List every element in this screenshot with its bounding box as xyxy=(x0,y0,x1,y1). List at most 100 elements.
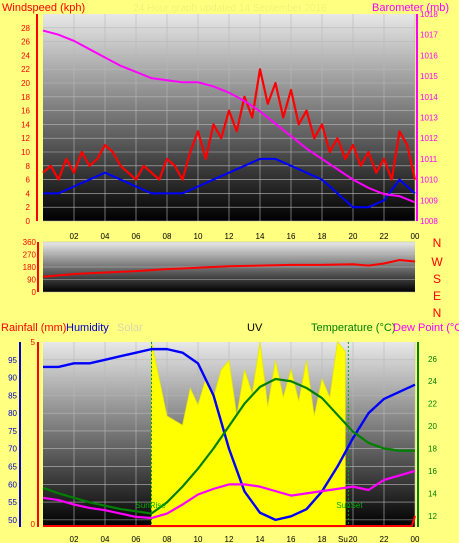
wind-x-tick-label: 02 xyxy=(70,232,79,241)
humidity-tick-label: 65 xyxy=(8,463,17,472)
wind-tick-label: 18 xyxy=(21,93,30,102)
windspeed-axis-title: Windspeed (kph) xyxy=(2,2,85,14)
solar-title: Solar xyxy=(117,322,143,334)
wind-x-tick-label: 10 xyxy=(194,232,203,241)
wind-x-tick-label: 06 xyxy=(132,232,141,241)
wind-x-tick-label: 00 xyxy=(411,232,420,241)
temperature-tick-label: 12 xyxy=(428,512,437,521)
temp-x-tick-label: 10 xyxy=(194,535,203,543)
humidity-tick-label: 50 xyxy=(8,516,17,525)
wind-tick-label: 6 xyxy=(26,176,31,185)
direction-gridlines xyxy=(43,241,415,293)
rainfall-axis-title: Rainfall (mm) xyxy=(1,322,66,334)
barometer-tick-label: 1009 xyxy=(420,196,438,205)
direction-tick-label: 180 xyxy=(23,263,37,272)
wind-tick-label: 0 xyxy=(26,217,31,226)
wind-tick-label: 14 xyxy=(21,120,30,129)
direction-tick-label: 270 xyxy=(23,251,37,260)
temperature-tick-label: 16 xyxy=(428,467,437,476)
temp-x-tick-label: 20 xyxy=(349,535,358,543)
humidity-tick-label: 55 xyxy=(8,498,17,507)
dewpoint-axis-title: Dew Point (°C) xyxy=(393,322,459,334)
wind-axes: 0246810121416182022242628100810091010101… xyxy=(21,10,438,241)
compass-label: W xyxy=(431,255,443,269)
dewpoint-series-line xyxy=(42,469,416,520)
compass-label: E xyxy=(433,289,441,303)
sunset-tick-overlap: Su xyxy=(338,535,348,543)
temp-x-tick-label: 00 xyxy=(411,535,420,543)
sunset-label: SunSet xyxy=(336,501,363,510)
temp-axes: 50 55 60 65 70 75 80 85 90 95 12 14 16 18 20 22 24 26 0 5 02… xyxy=(8,338,437,543)
direction-tick-label: 90 xyxy=(27,276,36,285)
rain-tick-label: 0 xyxy=(31,520,36,529)
barometer-tick-label: 1014 xyxy=(420,93,438,102)
wind-series xyxy=(42,29,417,209)
barometer-tick-label: 1010 xyxy=(420,176,438,185)
temp-x-tick-label: 16 xyxy=(287,535,296,543)
wind-x-tick-label: 16 xyxy=(287,232,296,241)
barometer-tick-label: 1008 xyxy=(420,217,438,226)
humidity-tick-label: 85 xyxy=(8,391,17,400)
barometer-axis-title: Barometer (mb) xyxy=(372,2,449,14)
gust-series-line xyxy=(42,68,417,181)
temp-x-tick-label: 12 xyxy=(225,535,234,543)
direction-series xyxy=(42,259,416,278)
wind-x-tick-label: 18 xyxy=(318,232,327,241)
humidity-tick-label: 95 xyxy=(8,356,17,365)
temperature-series-line xyxy=(42,377,415,515)
compass-label: S xyxy=(433,272,441,286)
humidity-tick-label: 70 xyxy=(8,445,17,454)
barometer-tick-label: 1011 xyxy=(420,155,438,164)
humidity-tick-label: 60 xyxy=(8,480,17,489)
wind-tick-label: 22 xyxy=(21,65,30,74)
temperature-tick-label: 24 xyxy=(428,377,437,386)
wind-x-tick-label: 14 xyxy=(256,232,265,241)
barometer-tick-label: 1017 xyxy=(420,31,438,40)
direction-tick-label: 0 xyxy=(32,288,37,297)
temperature-axis-title: Temperature (°C) xyxy=(311,322,395,334)
humidity-title: Humidity xyxy=(66,322,109,334)
direction-tick-label: 360 xyxy=(23,238,37,247)
temperature-tick-label: 26 xyxy=(428,355,437,364)
barometer-series-line xyxy=(42,29,416,204)
update-header: 24 Hour graph updated 14 September 2016 xyxy=(133,3,327,14)
humidity-series-line xyxy=(43,347,416,522)
direction-series-line xyxy=(42,259,416,278)
wind-tick-label: 28 xyxy=(21,24,30,33)
wind-tick-label: 16 xyxy=(21,107,30,116)
wind-tick-label: 20 xyxy=(21,79,30,88)
temp-x-tick-label: 08 xyxy=(163,535,172,543)
wind-tick-label: 8 xyxy=(26,162,31,171)
wind-tick-label: 4 xyxy=(26,189,31,198)
temperature-tick-label: 18 xyxy=(428,445,437,454)
wind-tick-label: 12 xyxy=(21,134,30,143)
sunrise-label: SunRise xyxy=(136,501,167,510)
humidity-tick-label: 75 xyxy=(8,427,17,436)
temperature-tick-label: 14 xyxy=(428,489,437,498)
temp-x-tick-label: 02 xyxy=(70,535,79,543)
temperature-tick-label: 22 xyxy=(428,400,437,409)
wind-x-tick-label: 12 xyxy=(225,232,234,241)
rain-tick-label: 5 xyxy=(31,338,36,347)
humidity-tick-label: 80 xyxy=(8,409,17,418)
uv-title: UV xyxy=(247,322,263,334)
compass-label: N xyxy=(433,306,442,320)
temp-series xyxy=(42,341,416,528)
rainfall-series-line xyxy=(43,515,416,527)
average-wind-series-line xyxy=(43,157,416,209)
wind-x-tick-label: 04 xyxy=(101,232,110,241)
barometer-tick-label: 1016 xyxy=(420,51,438,60)
solar-area xyxy=(151,341,346,528)
humidity-tick-label: 90 xyxy=(8,374,17,383)
barometer-tick-label: 1018 xyxy=(420,10,438,19)
temperature-tick-label: 20 xyxy=(428,422,437,431)
compass-label: N xyxy=(433,236,442,250)
temp-x-tick-label: 04 xyxy=(101,535,110,543)
wind-x-tick-label: 22 xyxy=(380,232,389,241)
wind-x-tick-label: 08 xyxy=(163,232,172,241)
temp-x-tick-label: 14 xyxy=(256,535,265,543)
temp-x-tick-label: 22 xyxy=(380,535,389,543)
wind-tick-label: 2 xyxy=(26,203,31,212)
